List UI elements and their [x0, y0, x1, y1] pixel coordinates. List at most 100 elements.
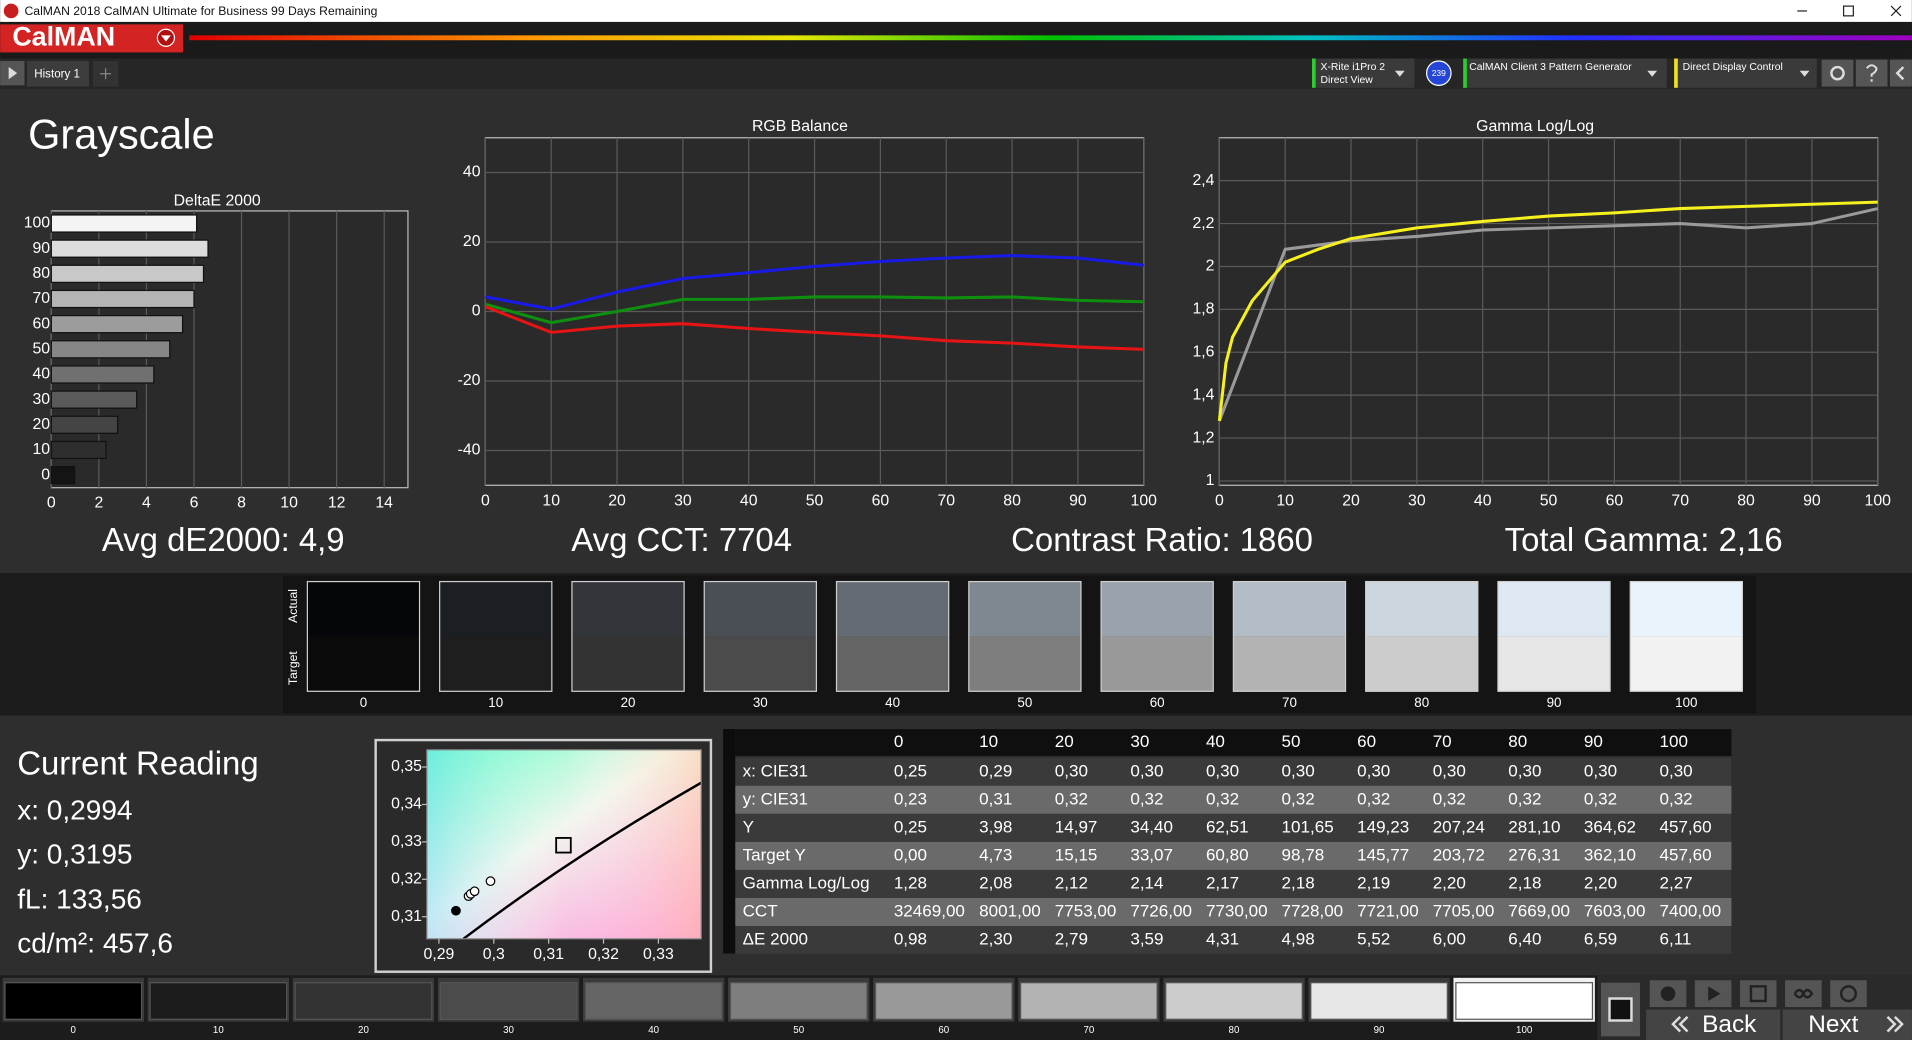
y-tick-label: -40	[458, 442, 481, 459]
table-cell: 7705,00	[1433, 901, 1495, 920]
close-button[interactable]	[1890, 5, 1902, 17]
swatch-target	[439, 636, 552, 692]
table-row	[735, 785, 1732, 814]
table-cell: 0,00	[894, 845, 927, 864]
stop-icon	[1608, 997, 1633, 1022]
source-status	[1463, 58, 1467, 88]
x-tick-label: 100	[1865, 492, 1892, 509]
swatch-target	[1101, 636, 1214, 692]
swatch-label: 30	[753, 695, 768, 710]
table-row	[735, 841, 1732, 870]
series-line	[1217, 200, 1878, 422]
table-handle	[723, 729, 736, 954]
y-tick-label: 20	[33, 416, 51, 433]
help-button[interactable]	[1855, 59, 1888, 87]
x-tick-label: 0,33	[643, 946, 674, 963]
table-cell: 101,65	[1282, 817, 1334, 836]
bar	[50, 239, 209, 258]
restore-button[interactable]	[1842, 5, 1854, 17]
control-button[interactable]	[1739, 980, 1777, 1008]
swatch-target	[1630, 636, 1743, 692]
settings-button[interactable]	[1821, 59, 1854, 87]
y-tick-label: 30	[33, 391, 51, 408]
patch-label: 100	[1516, 1025, 1533, 1036]
source-box[interactable]	[1463, 58, 1667, 88]
table-cell: 0,23	[894, 789, 927, 808]
row-label: Target Y	[743, 845, 806, 864]
reading-value: y: 0,3195	[17, 838, 132, 869]
dropdown-arrow	[1799, 70, 1810, 77]
table-cell: 2,18	[1508, 873, 1541, 892]
logo-arrow	[161, 35, 171, 42]
patch-label: 30	[503, 1025, 514, 1036]
patch-label: 90	[1374, 1025, 1385, 1036]
swatch-actual	[968, 581, 1081, 637]
column-header: 10	[979, 732, 998, 751]
logo-button[interactable]	[0, 24, 184, 53]
reading-value: cd/m²: 457,6	[17, 927, 173, 958]
summary-stat: Contrast Ratio: 1860	[1011, 521, 1313, 558]
back-icon	[1671, 1015, 1689, 1033]
history-tab[interactable]	[26, 60, 90, 87]
table-cell: 14,97	[1055, 817, 1098, 836]
display-status	[1674, 58, 1678, 88]
table-cell: 6,00	[1433, 930, 1466, 949]
logo-text: CalMAN	[12, 21, 115, 51]
planckian-locus	[462, 781, 702, 939]
table-row	[735, 869, 1732, 898]
y-tick-label: 0,31	[391, 908, 422, 925]
measured-point	[451, 905, 461, 916]
y-tick-label: 60	[33, 315, 51, 332]
x-tick-label: 14	[375, 495, 393, 512]
dropdown-arrow	[1647, 70, 1658, 77]
table-cell: 457,60	[1659, 845, 1711, 864]
x-tick-label: 0,32	[588, 946, 619, 963]
table-cell: 0,30	[1508, 761, 1541, 780]
table-cell: 7721,00	[1357, 901, 1419, 920]
table-cell: 2,30	[979, 930, 1012, 949]
control-button[interactable]	[1830, 980, 1867, 1008]
meter-badge[interactable]	[1426, 60, 1452, 86]
x-tick-label: 80	[1003, 492, 1021, 509]
swatch-actual	[1233, 581, 1346, 637]
table-cell: 15,15	[1055, 845, 1098, 864]
swatch-frame	[1365, 580, 1479, 692]
column-header: 0	[894, 732, 903, 751]
swatch-label: 10	[488, 695, 503, 710]
patch-color	[1455, 982, 1594, 1020]
swatch-actual	[1630, 581, 1743, 637]
y-tick-label: 90	[33, 240, 51, 257]
column-header: 60	[1357, 732, 1376, 751]
swatch-frame	[703, 580, 818, 692]
table-cell: 5,52	[1357, 930, 1390, 949]
back-button[interactable]	[1646, 1009, 1781, 1040]
display-box[interactable]	[1674, 58, 1817, 88]
plot-frame	[426, 749, 702, 940]
table-cell: 207,24	[1433, 817, 1485, 836]
table-cell: 2,14	[1130, 873, 1163, 892]
gear-icon	[1830, 65, 1845, 81]
table-cell: 0,30	[1206, 761, 1239, 780]
x-tick-label: 10	[542, 492, 560, 509]
patch-color	[439, 982, 578, 1020]
table-cell: 7753,00	[1055, 901, 1117, 920]
table-cell: 7726,00	[1130, 901, 1192, 920]
collapse-button[interactable]	[1889, 59, 1912, 87]
x-tick-label: 12	[328, 495, 346, 512]
y-tick-label: 1,4	[1192, 386, 1214, 403]
y-tick-label: 50	[33, 340, 51, 357]
table-cell: 2,20	[1433, 873, 1466, 892]
series-line	[485, 254, 1144, 311]
next-button[interactable]	[1782, 1009, 1912, 1040]
x-tick-label: 100	[1131, 492, 1158, 509]
y-tick-label: 0,33	[391, 833, 422, 850]
table-cell: 34,40	[1130, 817, 1173, 836]
table-cell: 3,59	[1130, 930, 1163, 949]
record-icon	[1660, 986, 1676, 1001]
x-tick-label: 10	[280, 495, 298, 512]
bar	[50, 390, 138, 409]
swatch-label: 50	[1017, 695, 1032, 710]
patch-color	[729, 982, 868, 1020]
column-header: 40	[1206, 732, 1225, 751]
chart-title: Gamma Log/Log	[1476, 118, 1594, 135]
